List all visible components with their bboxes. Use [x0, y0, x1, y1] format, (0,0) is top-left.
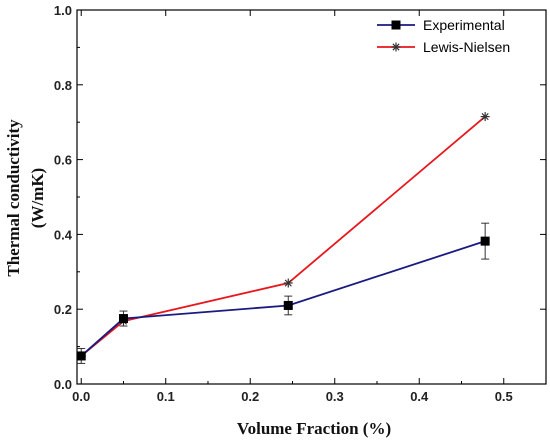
series-layer — [76, 112, 490, 364]
y-tick-label: 0.4 — [54, 227, 73, 242]
series-line-experimental — [80, 240, 486, 357]
y-axis-title-line-1: Thermal conductivity — [4, 119, 23, 277]
series-experimental — [76, 222, 490, 364]
axes — [76, 9, 547, 385]
y-tick-label: 0.8 — [54, 78, 72, 93]
data-point-lewis-nielsen — [480, 112, 490, 122]
series-lewis-nielsen — [76, 112, 490, 361]
data-point-lewis-nielsen — [283, 278, 293, 288]
x-tick-label: 0.5 — [495, 389, 513, 404]
legend-marker-experimental — [391, 20, 401, 30]
legend-label-experimental: Experimental — [423, 17, 505, 33]
y-tick-label: 0.6 — [54, 153, 72, 168]
legend-item-lewis-nielsen: Lewis-Nielsen — [377, 39, 510, 55]
x-tick-label: 0.0 — [72, 389, 90, 404]
data-point-experimental — [76, 351, 86, 361]
x-tick-label: 0.2 — [241, 389, 259, 404]
legend-marker-lewis-nielsen — [391, 42, 401, 52]
ticks: 0.0 0.1 0.2 0.3 0.4 0.5 0.0 0.2 0.4 0.6 0.8 1.0 — [54, 3, 546, 404]
y-tick-label: 0.0 — [54, 377, 72, 392]
x-tick-label: 0.1 — [157, 389, 175, 404]
data-point-experimental — [480, 236, 490, 246]
legend-item-experimental: Experimental — [377, 17, 505, 33]
series-line-lewis-nielsen — [80, 115, 486, 357]
data-point-experimental — [283, 300, 293, 310]
y-tick-label: 0.2 — [54, 302, 72, 317]
legend: Experimental Lewis-Nielsen — [377, 17, 510, 55]
y-axis-title-line-2: (W/mK) — [28, 168, 47, 228]
x-tick-label: 0.3 — [326, 389, 344, 404]
legend-label-lewis-nielsen: Lewis-Nielsen — [423, 39, 510, 55]
data-point-experimental — [118, 314, 128, 324]
plot-frame — [76, 9, 547, 385]
x-tick-label: 0.4 — [410, 389, 429, 404]
y-tick-label: 1.0 — [54, 3, 72, 18]
x-axis-title: Volume Fraction (%) — [237, 419, 391, 438]
